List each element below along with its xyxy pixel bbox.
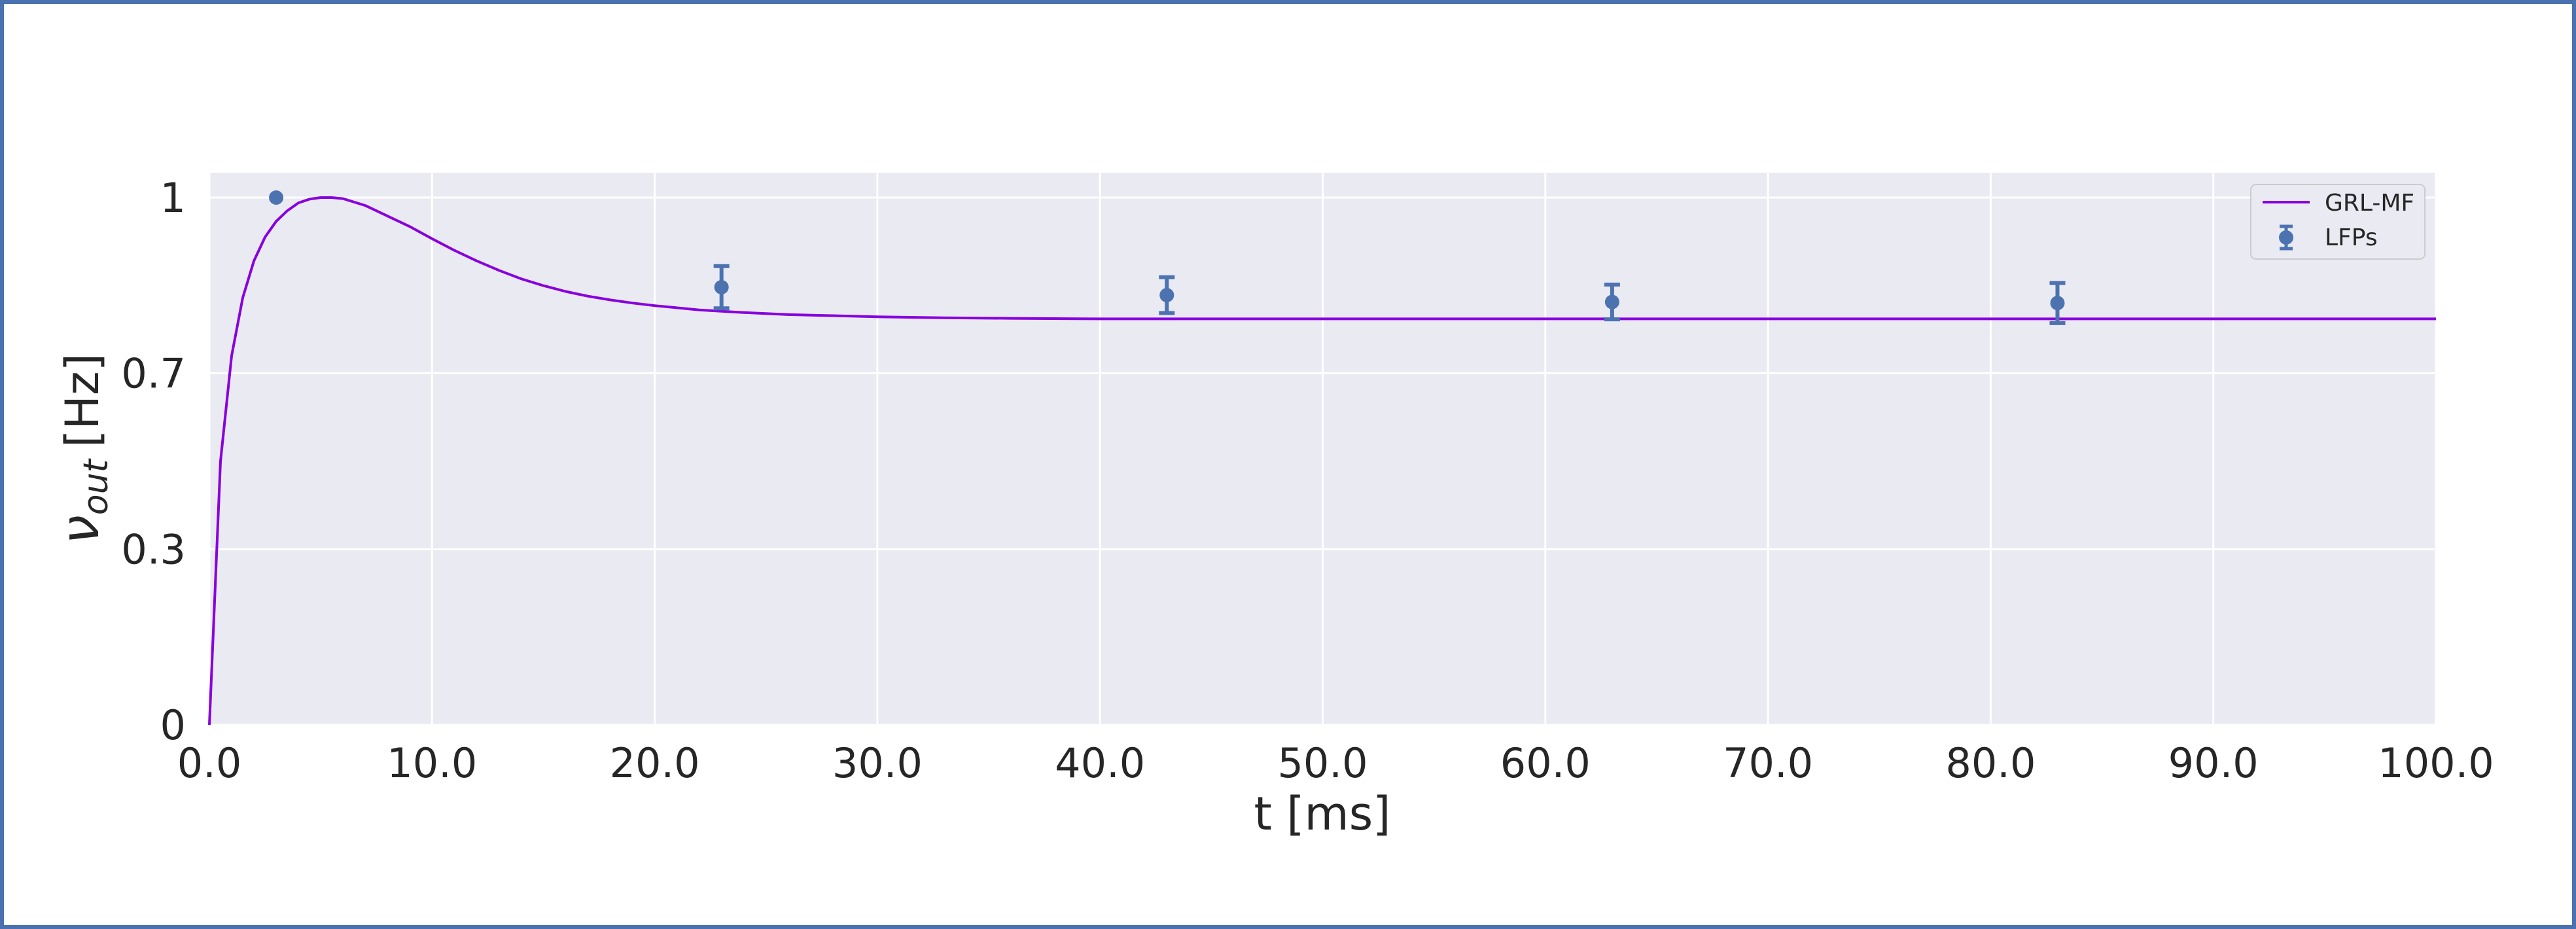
x-tick-label-4: 40.0 (1055, 739, 1145, 787)
y-axis-unit: [Hz] (56, 353, 109, 447)
legend-label-grl-mf: GRL-MF (2325, 190, 2414, 217)
y-tick-label-3: 1 (160, 174, 186, 222)
x-axis-label: t [ms] (1254, 787, 1391, 841)
legend-errorbar-swatch (2279, 224, 2293, 251)
lfp-marker-3 (1604, 294, 1619, 309)
x-tick-label-2: 20.0 (610, 739, 700, 787)
y-axis-label: νout [Hz] (50, 353, 116, 544)
lfp-point-2 (1159, 275, 1175, 315)
x-tick-label-9: 90.0 (2168, 739, 2259, 787)
y-tick-labels: 0 0.3 0.7 1 (121, 174, 186, 749)
x-tick-label-8: 80.0 (1945, 739, 2036, 787)
lfp-point-3 (1604, 282, 1620, 322)
x-tick-label-3: 30.0 (832, 739, 923, 787)
x-tick-labels: 0.0 10.0 20.0 30.0 40.0 50.0 60.0 70.0 80.0 90.0 1… (177, 739, 2494, 787)
grid-lines (208, 173, 2437, 726)
x-tick-label-6: 60.0 (1500, 739, 1591, 787)
series-layer (208, 190, 2436, 726)
y-axis-symbol: ν (50, 515, 111, 544)
x-tick-label-7: 70.0 (1723, 739, 1813, 787)
lfp-point-4 (2049, 281, 2066, 325)
y-tick-label-0: 0 (160, 701, 186, 749)
legend-label-lfps: LFPs (2325, 224, 2378, 251)
y-axis-subscript: out (77, 458, 116, 515)
y-tick-label-2: 0.7 (121, 349, 186, 397)
lfp-marker-1 (714, 280, 729, 295)
x-tick-label-1: 10.0 (387, 739, 477, 787)
x-tick-label-10: 100.0 (2378, 739, 2494, 787)
lfp-point-0 (269, 190, 284, 205)
x-tick-label-5: 50.0 (1277, 739, 1367, 787)
series-line-grl-mf (208, 196, 2436, 726)
x-tick-label-0: 0.0 (177, 739, 242, 787)
lfp-marker-4 (2050, 296, 2065, 311)
lfp-marker-2 (1159, 288, 1174, 303)
lfp-point-1 (713, 264, 730, 311)
legend: GRL-MF LFPs (2250, 184, 2426, 260)
lfp-marker-0 (269, 190, 284, 205)
y-tick-label-1: 0.3 (121, 526, 186, 574)
